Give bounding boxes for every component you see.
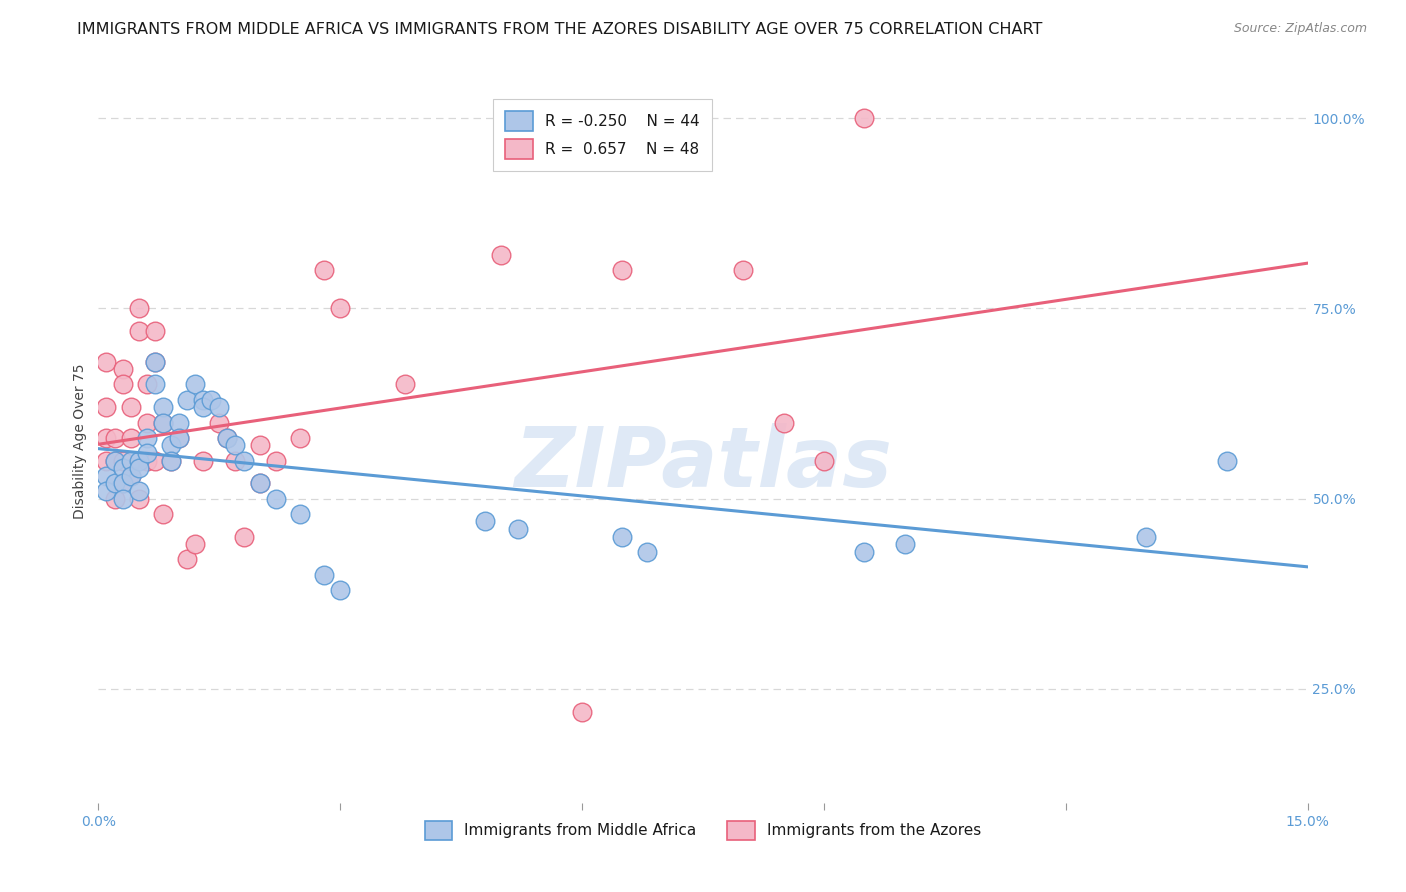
Point xyxy=(612,530,634,544)
Legend: Immigrants from Middle Africa, Immigrants from the Azores: Immigrants from Middle Africa, Immigrant… xyxy=(416,812,990,849)
Point xyxy=(135,431,157,445)
Point xyxy=(329,582,352,597)
Point xyxy=(506,522,529,536)
Point xyxy=(103,453,125,467)
Point xyxy=(152,416,174,430)
Point xyxy=(491,248,513,262)
Point xyxy=(143,377,166,392)
Point xyxy=(96,453,118,467)
Point xyxy=(571,705,593,719)
Point xyxy=(103,431,125,445)
Point xyxy=(135,453,157,467)
Point xyxy=(96,483,118,498)
Point xyxy=(167,431,190,445)
Point xyxy=(249,476,271,491)
Point xyxy=(813,453,835,467)
Point xyxy=(128,324,150,338)
Point xyxy=(314,567,336,582)
Point xyxy=(160,438,183,452)
Point xyxy=(224,453,246,467)
Point xyxy=(152,401,174,415)
Point xyxy=(193,453,215,467)
Point xyxy=(111,476,134,491)
Point xyxy=(217,431,239,445)
Text: ZIPatlas: ZIPatlas xyxy=(515,423,891,504)
Point xyxy=(96,354,118,368)
Point xyxy=(249,438,271,452)
Point xyxy=(111,453,134,467)
Point xyxy=(329,301,352,316)
Point xyxy=(474,515,496,529)
Point xyxy=(111,377,134,392)
Point xyxy=(120,468,142,483)
Point xyxy=(176,552,198,566)
Point xyxy=(184,537,207,551)
Point xyxy=(167,431,190,445)
Point xyxy=(200,392,222,407)
Point xyxy=(217,431,239,445)
Point xyxy=(264,491,287,506)
Point xyxy=(96,401,118,415)
Point xyxy=(184,377,207,392)
Point xyxy=(264,453,287,467)
Point xyxy=(232,453,254,467)
Point xyxy=(152,416,174,430)
Point xyxy=(636,545,658,559)
Point xyxy=(232,530,254,544)
Point xyxy=(111,362,134,376)
Point xyxy=(733,263,755,277)
Point xyxy=(111,491,134,506)
Point xyxy=(143,354,166,368)
Point xyxy=(96,431,118,445)
Point xyxy=(160,453,183,467)
Text: Source: ZipAtlas.com: Source: ZipAtlas.com xyxy=(1233,22,1367,36)
Text: IMMIGRANTS FROM MIDDLE AFRICA VS IMMIGRANTS FROM THE AZORES DISABILITY AGE OVER : IMMIGRANTS FROM MIDDLE AFRICA VS IMMIGRA… xyxy=(77,22,1043,37)
Point xyxy=(193,401,215,415)
Point xyxy=(120,468,142,483)
Point xyxy=(893,537,915,551)
Point xyxy=(128,461,150,475)
Point xyxy=(135,377,157,392)
Point xyxy=(120,401,142,415)
Point xyxy=(1216,453,1239,467)
Point xyxy=(160,453,183,467)
Point xyxy=(128,453,150,467)
Point xyxy=(612,263,634,277)
Point xyxy=(208,416,231,430)
Point xyxy=(96,468,118,483)
Point xyxy=(288,507,311,521)
Point xyxy=(120,431,142,445)
Point xyxy=(135,446,157,460)
Point xyxy=(152,507,174,521)
Point xyxy=(167,416,190,430)
Point xyxy=(193,392,215,407)
Point xyxy=(176,392,198,407)
Point xyxy=(208,401,231,415)
Point xyxy=(103,453,125,467)
Point xyxy=(120,453,142,467)
Point xyxy=(288,431,311,445)
Point xyxy=(103,491,125,506)
Point xyxy=(111,476,134,491)
Point xyxy=(135,416,157,430)
Point xyxy=(128,483,150,498)
Point xyxy=(143,453,166,467)
Point xyxy=(143,324,166,338)
Y-axis label: Disability Age Over 75: Disability Age Over 75 xyxy=(73,364,87,519)
Point xyxy=(143,354,166,368)
Point xyxy=(853,112,876,126)
Point xyxy=(128,301,150,316)
Point xyxy=(1135,530,1157,544)
Point xyxy=(128,491,150,506)
Point xyxy=(249,476,271,491)
Point xyxy=(853,545,876,559)
Point xyxy=(394,377,416,392)
Point xyxy=(224,438,246,452)
Point xyxy=(103,476,125,491)
Point xyxy=(314,263,336,277)
Point xyxy=(772,416,794,430)
Point xyxy=(111,461,134,475)
